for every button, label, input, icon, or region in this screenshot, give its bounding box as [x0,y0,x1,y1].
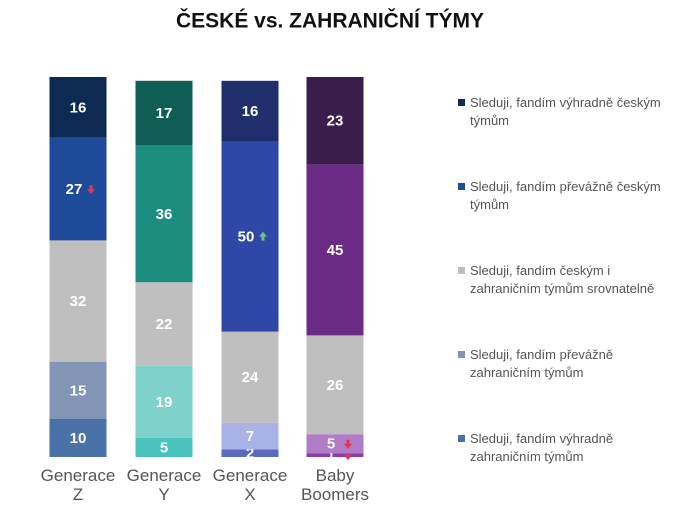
data-label: 27 [66,181,83,198]
bar-segment [49,419,107,457]
legend-marker [458,99,465,106]
data-label: 2 [246,445,254,462]
data-label: 32 [70,293,87,310]
legend-entry: Sleduji, fandím výhradně českým týmům [458,94,675,130]
bar-segment [135,80,193,146]
legend-label: Sleduji, fandím převážně českým týmům [470,179,661,212]
legend-marker [458,183,465,190]
bar-segment [306,453,364,457]
legend-label: Sleduji, fandím českým i zahraničním tým… [470,263,655,296]
data-label: 15 [70,382,87,399]
data-label: 5 [327,436,335,453]
data-label: 1 [327,447,335,464]
legend-entry: Sleduji, fandím převážně českým týmům [458,178,675,214]
data-label: 45 [327,242,344,259]
legend-label: Sleduji, fandím výhradně zahraničním tým… [470,431,614,464]
bar-segment [221,141,279,332]
bar-segment [135,145,193,283]
bar-segment [49,137,107,241]
legend-marker [458,435,465,442]
trend-arrow [259,231,267,241]
bar-segment [306,164,364,336]
data-label: 50 [238,229,255,246]
legend-label: Sleduji, fandím převážně zahraničním tým… [470,347,614,380]
data-label: 22 [156,316,173,333]
data-label: 19 [156,394,173,411]
data-label: 24 [242,369,259,386]
bar-segment [306,77,364,165]
data-label: 16 [242,103,259,120]
legend-marker [458,267,465,274]
bar-segment [221,449,279,457]
legend-marker [458,351,465,358]
bar-segment [49,240,107,362]
trend-arrow [344,439,352,449]
data-label: 16 [70,99,87,116]
bar-segment [221,422,279,450]
bar-segment [221,331,279,423]
trend-arrow [344,451,352,461]
data-label: 26 [327,377,344,394]
legend-entry: Sleduji, fandím českým i zahraničním tým… [458,262,675,298]
x-tick-label: Baby Boomers [300,466,370,504]
bar-segment [306,335,364,435]
legend-label: Sleduji, fandím výhradně českým týmům [470,95,661,128]
bar-segment [49,362,107,419]
bar-segment [135,282,193,366]
x-tick-label: Generace Y [126,466,202,504]
data-label: 36 [156,206,173,223]
chart-title: ČESKÉ vs. ZAHRANIČNÍ TÝMY [176,9,484,33]
trend-arrow [87,185,95,195]
data-label: 7 [246,428,254,445]
bar-segment [221,80,279,142]
data-label: 23 [327,113,344,130]
bar-segment [306,434,364,454]
bar-segment [135,365,193,438]
legend-entry: Sleduji, fandím převážně zahraničním tým… [458,346,675,382]
bar-segment [135,438,193,457]
data-label: 10 [70,430,87,447]
x-tick-label: Generace X [212,466,288,504]
x-tick-label: Generace Z [40,466,116,504]
data-label: 17 [156,105,173,122]
legend-entry: Sleduji, fandím výhradně zahraničním tým… [458,430,675,466]
data-label: 5 [160,439,168,456]
bar-segment [49,77,107,138]
